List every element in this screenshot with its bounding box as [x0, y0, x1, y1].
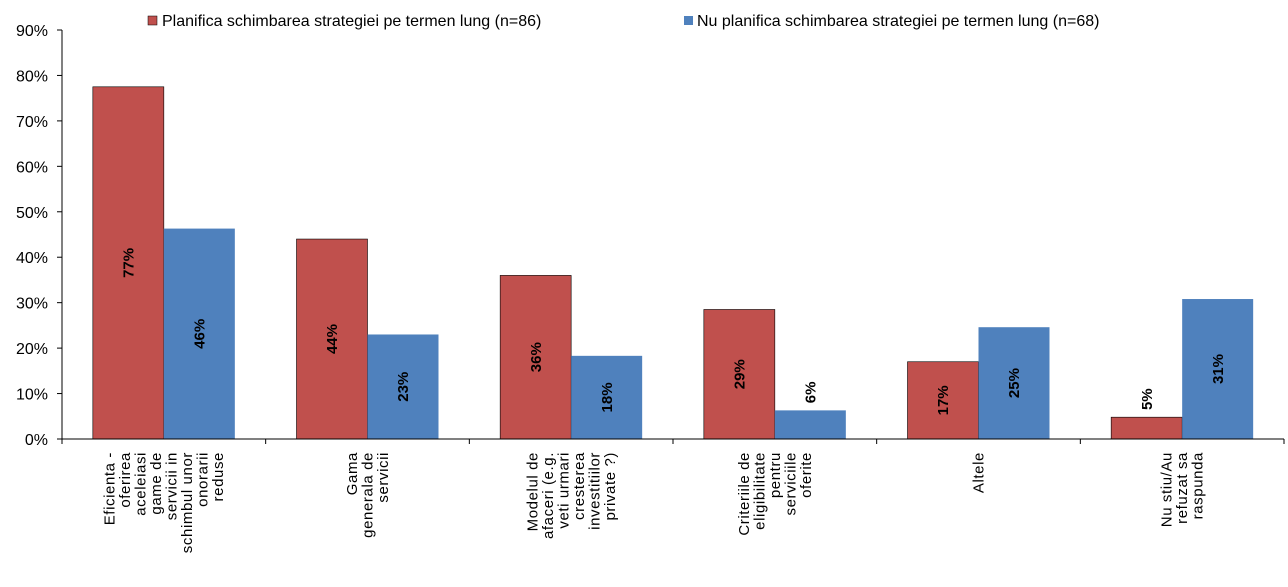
category-label: cresterea	[571, 452, 588, 520]
category-label: investitiilor	[586, 452, 603, 530]
category-label: serviciile	[782, 452, 799, 516]
category-label: oferirea	[117, 452, 134, 508]
data-label: 29%	[732, 359, 749, 389]
category-label: private ?)	[602, 452, 619, 521]
bar-series-1	[499, 275, 572, 440]
bar-series-2	[1182, 299, 1254, 439]
legend-label-series-1: Planifica schimbarea strategiei pe terme…	[162, 13, 541, 30]
data-label: 25%	[1006, 368, 1023, 398]
bar-series-2	[978, 327, 1050, 439]
y-tick-label: 90%	[16, 23, 48, 40]
category-label: oferite	[798, 452, 815, 498]
y-tick-label: 20%	[16, 341, 48, 358]
category-label: Criteriile de	[736, 452, 753, 536]
category-label: veti urmari	[555, 452, 572, 529]
y-tick-label: 30%	[16, 296, 48, 313]
y-tick-label: 80%	[16, 68, 48, 85]
category-label: schimbul unor	[179, 452, 196, 553]
category-label: generala de	[360, 452, 377, 538]
category-label: game de	[148, 452, 165, 515]
bar-series-2	[367, 334, 439, 439]
bar-series-1	[703, 309, 776, 440]
category-label: aceleiasi	[133, 452, 150, 516]
bar-series-2	[774, 410, 846, 439]
category-label: afaceri (e.g.	[540, 452, 557, 539]
category-label: servicii	[375, 452, 392, 503]
category-label: pentru	[767, 452, 784, 498]
data-label: 31%	[1210, 354, 1227, 384]
y-axis: 0% 10% 20% 30% 40% 50% 60% 70% 80% 90%	[16, 23, 63, 449]
bar-series-2	[571, 355, 643, 439]
y-tick-label: 70%	[16, 114, 48, 131]
data-label: 17%	[935, 385, 952, 415]
data-label: 23%	[395, 372, 412, 402]
legend-swatch-series-1	[147, 15, 158, 26]
category-label: servicii in	[164, 452, 181, 520]
category-label: reduse	[210, 452, 227, 501]
data-labels: 77% 46% 44% 23% 36% 18% 29% 6% 17% 25% 5% 31%	[121, 248, 1227, 416]
legend-swatch-series-2	[684, 16, 693, 25]
bar-series-1	[907, 361, 979, 440]
category-label: eligibilitate	[751, 452, 768, 530]
data-label: 18%	[599, 382, 616, 412]
category-label: refuzat sa	[1174, 452, 1191, 524]
data-label: 5%	[1139, 388, 1156, 410]
bar-series-2	[163, 228, 235, 439]
category-label: raspunda	[1190, 452, 1207, 519]
data-label: 77%	[121, 248, 138, 278]
y-tick-label: 50%	[16, 205, 48, 222]
y-tick-label: 10%	[16, 387, 48, 404]
y-tick-label: 40%	[16, 250, 48, 267]
bar-series-1	[92, 86, 165, 440]
category-label: Eficienta -	[102, 452, 119, 525]
y-tick-label: 60%	[16, 159, 48, 176]
legend-label-series-2: Nu planifica schimbarea strategiei pe te…	[697, 13, 1099, 30]
x-axis	[61, 438, 1285, 444]
legend: Planifica schimbarea strategiei pe terme…	[147, 13, 1099, 30]
category-label: Modelul de	[524, 452, 541, 531]
data-label: 46%	[192, 319, 209, 349]
category-label: Gama	[344, 452, 361, 495]
data-label: 6%	[803, 382, 820, 404]
category-label: onorarii	[195, 452, 212, 507]
data-label: 44%	[324, 324, 341, 354]
bar-series-1	[1110, 416, 1183, 440]
y-tick-label: 0%	[25, 432, 48, 449]
category-label: Nu stiu/Au	[1159, 452, 1176, 527]
data-label: 36%	[528, 342, 545, 372]
bars	[92, 86, 1254, 440]
category-label: Altele	[971, 452, 988, 493]
